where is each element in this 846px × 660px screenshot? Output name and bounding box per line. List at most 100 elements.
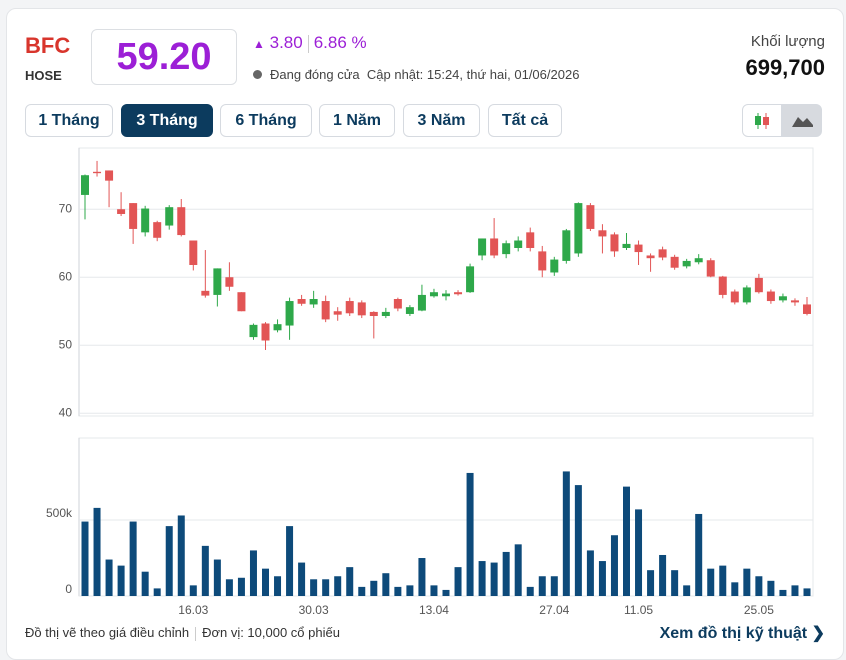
candle-body <box>321 301 330 320</box>
candle-body <box>718 276 727 295</box>
volume-bar <box>93 507 101 596</box>
volume-bar <box>262 568 269 596</box>
volume-bar <box>803 588 811 596</box>
candle-body <box>201 290 210 296</box>
volume-bar <box>129 521 137 596</box>
volume-bar <box>274 576 282 596</box>
tech-link[interactable]: Xem đồ thị kỹ thuật ❯ <box>659 625 825 642</box>
candle-body <box>454 292 463 295</box>
candle-body <box>177 207 186 236</box>
y2-tick-label: 0 <box>65 582 72 596</box>
candle-body <box>273 324 282 331</box>
change-pct: 6.86 % <box>313 33 367 52</box>
link-text[interactable]: Xem đồ thị kỹ thuật <box>659 625 808 642</box>
y-tick-label: 60 <box>59 269 73 283</box>
volume-bar <box>683 585 691 596</box>
volume-bar <box>478 561 486 596</box>
candle-body <box>610 234 619 252</box>
y-tick-label: 40 <box>59 405 73 419</box>
candle-body <box>261 323 270 341</box>
candle-body <box>225 277 234 287</box>
candle-body <box>574 203 583 254</box>
arrow: ▲ <box>253 37 265 51</box>
volume-bar <box>418 558 426 596</box>
volume-bar <box>382 573 390 596</box>
volume-bar <box>779 589 787 596</box>
candle-body <box>285 301 294 326</box>
volume-bar <box>117 565 125 596</box>
candle-body <box>634 244 643 253</box>
volume-bar <box>213 559 221 596</box>
candle-body <box>586 205 595 229</box>
change-value: 3.80 <box>269 33 303 52</box>
candle-body <box>297 299 306 304</box>
candle-body <box>369 311 378 317</box>
updated: Cập nhật: 15:24, thứ hai, 01/06/2026 <box>366 67 580 82</box>
tab[interactable]: 6 Tháng <box>220 104 312 137</box>
volume-bar <box>623 486 630 596</box>
volume-bar <box>574 485 582 596</box>
volume-bar <box>659 554 667 596</box>
candle-body <box>550 259 559 273</box>
volume-bar <box>406 585 414 596</box>
volume-bar <box>249 550 257 596</box>
candle-body <box>105 170 114 181</box>
volume-value: 699,700 <box>745 55 825 80</box>
candle-body <box>165 207 174 226</box>
candle-body <box>790 300 799 303</box>
change: ▲ 3.80 6.86 % <box>253 33 367 53</box>
tab[interactable]: 1 Tháng <box>25 104 113 137</box>
candle-body <box>249 324 258 338</box>
volume-bar <box>514 544 522 596</box>
volume-bar <box>310 579 318 596</box>
note: Đồ thị vẽ theo giá điều chỉnh <box>25 625 190 640</box>
candle-body <box>742 287 751 303</box>
volume-bar <box>358 586 366 596</box>
candle-body <box>405 307 414 314</box>
icon <box>792 117 813 127</box>
volume-bar <box>442 589 450 596</box>
y-tick-label: 70 <box>59 201 73 215</box>
candle-body <box>429 292 438 297</box>
volume-bar <box>562 471 570 596</box>
candle-body <box>526 232 535 248</box>
candle-body <box>141 208 150 233</box>
volume-bar <box>430 585 438 596</box>
tab[interactable]: 3 Tháng <box>121 104 213 137</box>
candle-body <box>93 171 102 174</box>
candle-body <box>502 243 511 255</box>
volume-bar <box>141 571 149 596</box>
candle-body <box>490 238 499 256</box>
tab[interactable]: Tất cả <box>488 104 562 137</box>
candle-body <box>333 311 342 315</box>
area-icon[interactable] <box>782 104 822 137</box>
tab[interactable]: 1 Năm <box>319 104 395 137</box>
volume-bar <box>598 561 606 596</box>
price: 59.20 <box>91 29 237 85</box>
volume-bar <box>298 562 306 596</box>
candle-body <box>538 251 547 271</box>
ticker: BFC <box>25 33 71 58</box>
card: BFC HOSE 59.20 ▲ 3.80 6.86 % Đang đóng cử… <box>6 8 844 660</box>
candle-body <box>682 260 691 267</box>
volume-bar <box>550 576 558 596</box>
candle-body <box>466 266 475 293</box>
icon <box>755 113 769 129</box>
y2-tick-label: 500k <box>46 506 73 520</box>
candle-icon[interactable] <box>742 104 782 137</box>
volume-bar <box>791 585 799 596</box>
candle-body <box>754 277 763 293</box>
volume-bar <box>394 586 402 596</box>
candle-body <box>117 209 126 214</box>
volume-bar <box>538 576 546 596</box>
x-tick-label: 27.04 <box>539 603 569 617</box>
x-tick-label: 25.05 <box>744 603 774 617</box>
tab[interactable]: 3 Năm <box>403 104 480 137</box>
volume-bar <box>189 585 197 596</box>
volume-bar <box>346 567 354 596</box>
candle-body <box>309 299 318 305</box>
x-tick-label: 13.04 <box>419 603 449 617</box>
candle-body <box>803 304 811 314</box>
